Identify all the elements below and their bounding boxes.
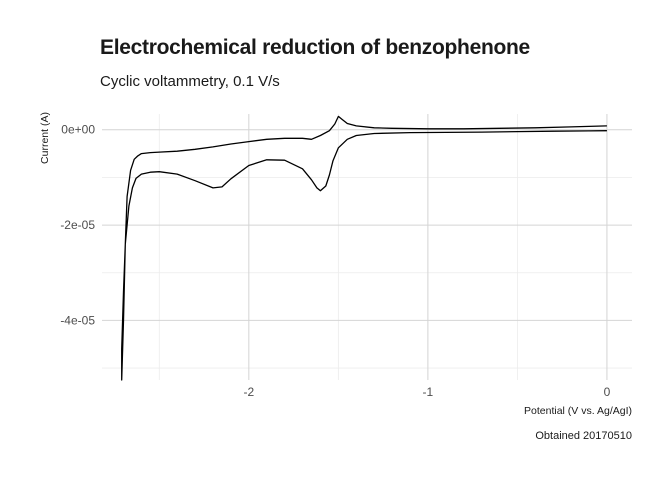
- chart-caption: Obtained 20170510: [535, 430, 632, 442]
- y-tick-label: -4e-05: [60, 313, 95, 327]
- chart-title: Electrochemical reduction of benzophenon…: [100, 36, 530, 59]
- chart-subtitle: Cyclic voltammetry, 0.1 V/s: [100, 73, 280, 90]
- x-tick-label: 0: [604, 385, 611, 399]
- x-axis-label: Potential (V vs. Ag/AgI): [524, 405, 632, 417]
- y-tick-label: -2e-05: [60, 218, 95, 232]
- y-axis-label: Current (A): [39, 112, 51, 164]
- y-tick-label: 0e+00: [61, 123, 95, 137]
- x-tick-label: -1: [423, 385, 434, 399]
- tick-layer: -2 -1 0 0e+00 -2e-05 -4e-05: [60, 123, 610, 399]
- grid-layer: [102, 114, 632, 380]
- cv-trace-line: [121, 115, 607, 381]
- series-layer: [121, 115, 607, 381]
- x-tick-label: -2: [243, 385, 254, 399]
